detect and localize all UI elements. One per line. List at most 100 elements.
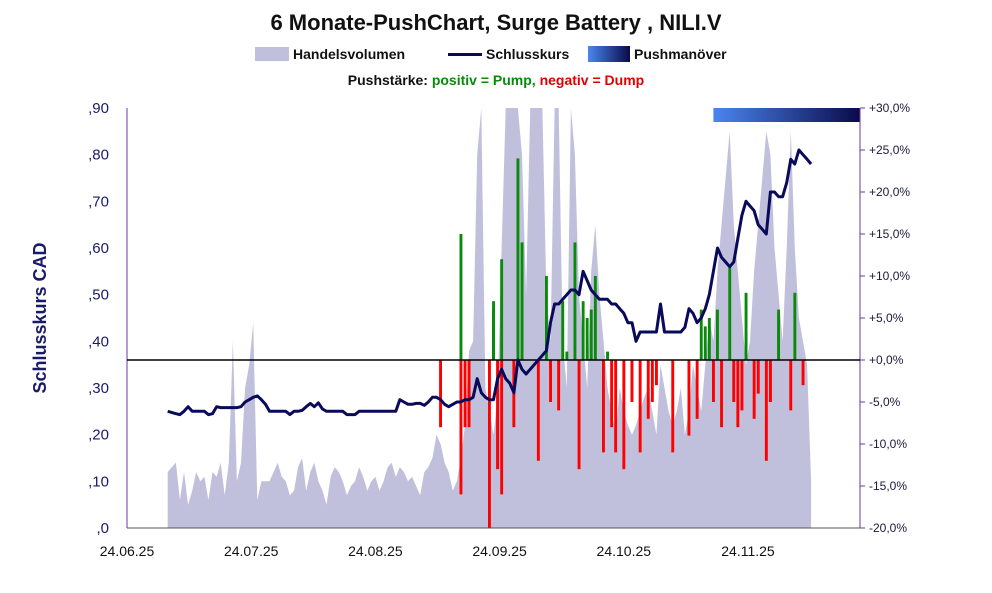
dump-bar — [671, 360, 675, 453]
pump-bar — [744, 292, 748, 360]
axes-layer — [126, 108, 861, 529]
legend-swatch-close — [448, 52, 482, 56]
close-price-line — [167, 148, 813, 417]
pump-bar — [606, 351, 609, 360]
close-line-layer — [167, 148, 813, 417]
pump-bar — [707, 318, 711, 360]
legend-label-volume: Handelsvolumen — [293, 46, 406, 62]
legend-label-close: Schlusskurs — [486, 46, 570, 62]
dump-bar — [752, 360, 756, 419]
y-tick-label: ,60 — [88, 240, 109, 257]
y2-tick-label: -15,0% — [869, 479, 907, 493]
y-tick-label: ,90 — [88, 100, 109, 117]
pushstaerke-note: Pushstärke: positiv = Pump, negativ = Du… — [0, 72, 992, 88]
pump-bar — [728, 267, 732, 360]
dump-bar — [789, 360, 793, 411]
y-tick-label: ,30 — [88, 380, 109, 397]
dump-bar — [764, 360, 768, 461]
x-tick-label: 24.08.25 — [348, 543, 403, 559]
legend-item-volume: Handelsvolumen — [255, 46, 405, 62]
dump-bar — [614, 360, 618, 453]
legend-label-push: Pushmanöver — [634, 46, 727, 62]
dump-bar — [610, 360, 614, 428]
y2-tick-label: +15,0% — [869, 227, 910, 241]
dump-bar — [720, 360, 723, 428]
pump-bar — [565, 351, 569, 360]
pump-bar — [581, 301, 585, 360]
x-tick-label: 24.10.25 — [597, 543, 652, 559]
dump-bar — [769, 360, 772, 402]
dump-bar — [736, 360, 740, 428]
pushstaerke-label: Pushstärke: — [347, 72, 428, 88]
dump-bar — [638, 360, 642, 453]
tick-labels-layer: ,0 ,10 ,20 ,30 ,40 ,50 ,60 ,70 ,80 ,90 -20,0% -15,0… — [30, 100, 910, 559]
y2-tick-label: -10,0% — [869, 437, 907, 451]
y2-tick-label: +30,0% — [869, 101, 910, 115]
x-tick-label: 24.09.25 — [472, 543, 527, 559]
dump-bar — [740, 360, 744, 411]
dump-bar — [536, 360, 540, 461]
volume-layer — [167, 108, 812, 528]
dump-bar — [463, 360, 467, 428]
y-axis-title: Schlusskurs CAD — [30, 242, 50, 393]
y2-tick-label: +5,0% — [869, 311, 904, 325]
y-tick-label: ,40 — [88, 333, 109, 350]
dump-bar — [687, 360, 691, 436]
legend-item-close: Schlusskurs — [448, 46, 569, 62]
legend: Handelsvolumen Schlusskurs Pushmanöver — [0, 46, 992, 66]
dump-bar — [646, 360, 650, 419]
pump-bar — [777, 309, 780, 360]
y-tick-label: ,20 — [88, 427, 109, 444]
pump-bar — [703, 326, 707, 360]
dump-bar — [602, 360, 605, 453]
pump-bar — [593, 276, 597, 360]
chart-title: 6 Monate-PushChart, Surge Battery , NILI… — [270, 10, 722, 35]
volume-area — [167, 108, 812, 528]
pump-bar — [520, 242, 524, 360]
dump-bar — [439, 360, 442, 428]
legend-item-push: Pushmanöver — [588, 46, 727, 62]
push-bars-layer — [439, 108, 860, 528]
dump-bar — [695, 360, 699, 419]
pump-bar — [699, 309, 703, 360]
y-tick-label: ,50 — [88, 287, 109, 304]
pump-bar — [545, 276, 548, 360]
dump-bar — [496, 360, 499, 470]
pushstaerke-positive: positiv = Pump, — [431, 72, 536, 88]
y-tick-label: ,70 — [88, 193, 109, 210]
y2-tick-label: -20,0% — [869, 521, 907, 535]
pump-bar — [500, 259, 504, 360]
dump-bar — [655, 360, 658, 386]
pump-bar — [561, 301, 565, 360]
y2-tick-label: +20,0% — [869, 185, 910, 199]
dump-bar — [488, 360, 491, 528]
x-tick-label: 24.07.25 — [224, 543, 279, 559]
x-tick-label: 24.06.25 — [100, 543, 155, 559]
y2-tick-label: -5,0% — [869, 395, 901, 409]
pump-bar — [585, 318, 589, 360]
y-tick-label: ,0 — [96, 520, 109, 537]
legend-swatch-push — [588, 46, 630, 62]
dump-bar — [500, 360, 504, 495]
x-tick-label: 24.11.25 — [721, 543, 775, 559]
dump-bar — [732, 360, 736, 402]
y2-tick-label: +10,0% — [869, 269, 910, 283]
dump-bar — [801, 360, 805, 386]
legend-swatch-volume — [255, 47, 289, 61]
dump-bar — [577, 360, 581, 470]
pump-bar — [573, 242, 577, 360]
pushstaerke-negative: negativ = Dump — [539, 72, 645, 88]
pump-bar — [492, 301, 495, 360]
dump-bar — [622, 360, 626, 470]
pump-bar — [459, 234, 463, 360]
dump-bar — [712, 360, 715, 402]
dump-bar — [549, 360, 552, 402]
y-tick-label: ,80 — [88, 147, 109, 164]
y2-tick-label: +0,0% — [869, 353, 904, 367]
dump-bar — [756, 360, 760, 394]
pump-bar — [589, 309, 593, 360]
pump-bar — [716, 309, 719, 360]
dump-bar — [557, 360, 561, 411]
